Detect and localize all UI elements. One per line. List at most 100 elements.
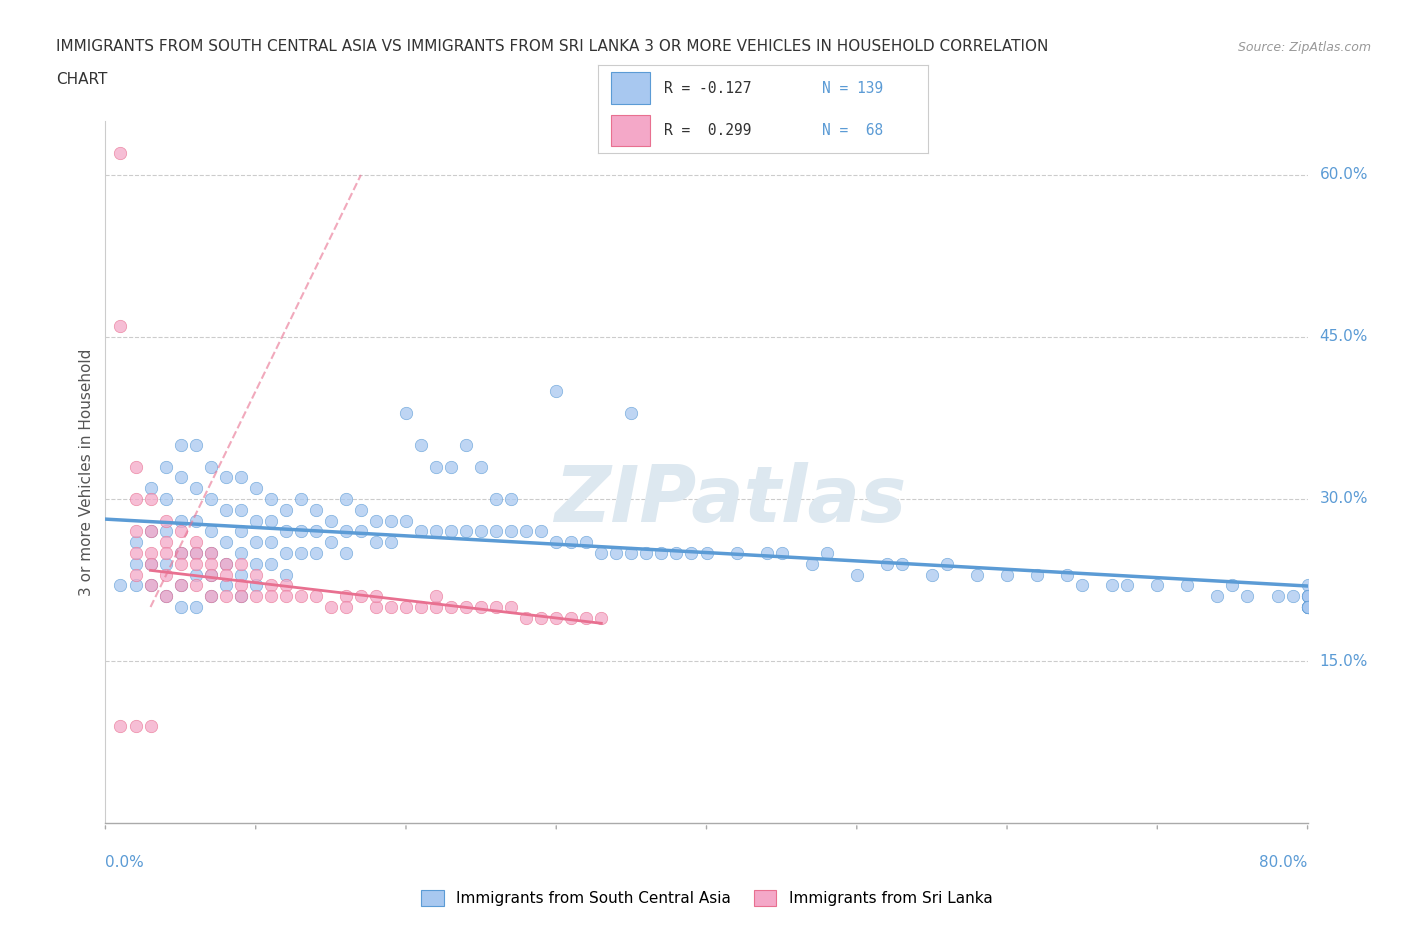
Text: 60.0%: 60.0% [1320,167,1368,182]
Point [364,600,387,615]
Point [1116,578,1139,592]
Point [665,546,688,561]
Point [305,524,328,538]
Point [155,567,177,582]
Point [485,492,508,507]
Point [800,556,823,571]
Point [229,589,252,604]
Point [200,546,222,561]
Text: R =  0.299: R = 0.299 [664,123,751,138]
Point [440,524,463,538]
Point [1296,589,1319,604]
Point [139,556,162,571]
Point [229,546,252,561]
Text: IMMIGRANTS FROM SOUTH CENTRAL ASIA VS IMMIGRANTS FROM SRI LANKA 3 OR MORE VEHICL: IMMIGRANTS FROM SOUTH CENTRAL ASIA VS IM… [56,39,1049,54]
Point [1222,578,1244,592]
Point [1281,589,1303,604]
Point [936,556,959,571]
Point [139,546,162,561]
Point [995,567,1018,582]
Point [1296,600,1319,615]
Point [169,513,191,528]
Point [214,535,236,550]
Point [124,578,146,592]
Point [425,459,447,474]
Point [755,546,778,561]
Point [245,567,267,582]
Text: ZIPatlas: ZIPatlas [554,462,907,538]
Point [454,600,477,615]
Point [214,589,236,604]
Point [245,589,267,604]
Point [169,437,191,452]
Point [290,546,312,561]
Point [245,578,267,592]
Point [1267,589,1289,604]
Point [1296,600,1319,615]
Point [169,470,191,485]
Point [124,718,146,733]
Point [184,437,207,452]
Point [274,546,297,561]
Point [184,546,207,561]
Point [546,610,568,625]
Point [575,535,598,550]
Point [1236,589,1258,604]
Point [696,546,718,561]
Point [395,405,418,420]
Point [200,459,222,474]
Point [454,437,477,452]
Point [229,578,252,592]
Text: Source: ZipAtlas.com: Source: ZipAtlas.com [1237,41,1371,54]
Point [380,513,402,528]
Point [124,524,146,538]
Point [1056,567,1078,582]
Point [200,524,222,538]
Point [620,546,643,561]
Point [1296,600,1319,615]
Point [440,459,463,474]
Point [454,524,477,538]
Point [169,578,191,592]
Point [1146,578,1168,592]
Point [1071,578,1094,592]
Point [155,556,177,571]
Point [229,556,252,571]
Point [139,492,162,507]
Point [155,513,177,528]
Point [364,535,387,550]
Point [380,535,402,550]
Point [501,600,523,615]
Point [200,567,222,582]
Point [155,459,177,474]
Point [409,524,432,538]
Point [139,524,162,538]
Point [636,546,658,561]
Point [184,535,207,550]
Point [139,556,162,571]
Point [966,567,988,582]
Point [110,718,132,733]
Point [335,524,357,538]
Point [124,556,146,571]
Point [274,567,297,582]
Point [155,589,177,604]
Point [214,567,236,582]
Point [876,556,898,571]
Point [214,502,236,517]
Point [245,513,267,528]
Point [515,610,537,625]
Point [770,546,793,561]
Point [305,589,328,604]
Point [650,546,672,561]
Point [139,481,162,496]
Point [184,513,207,528]
Point [364,589,387,604]
Point [214,470,236,485]
Point [169,600,191,615]
Point [260,589,283,604]
Point [1175,578,1198,592]
Point [501,524,523,538]
Text: 80.0%: 80.0% [1260,855,1308,870]
Point [485,600,508,615]
